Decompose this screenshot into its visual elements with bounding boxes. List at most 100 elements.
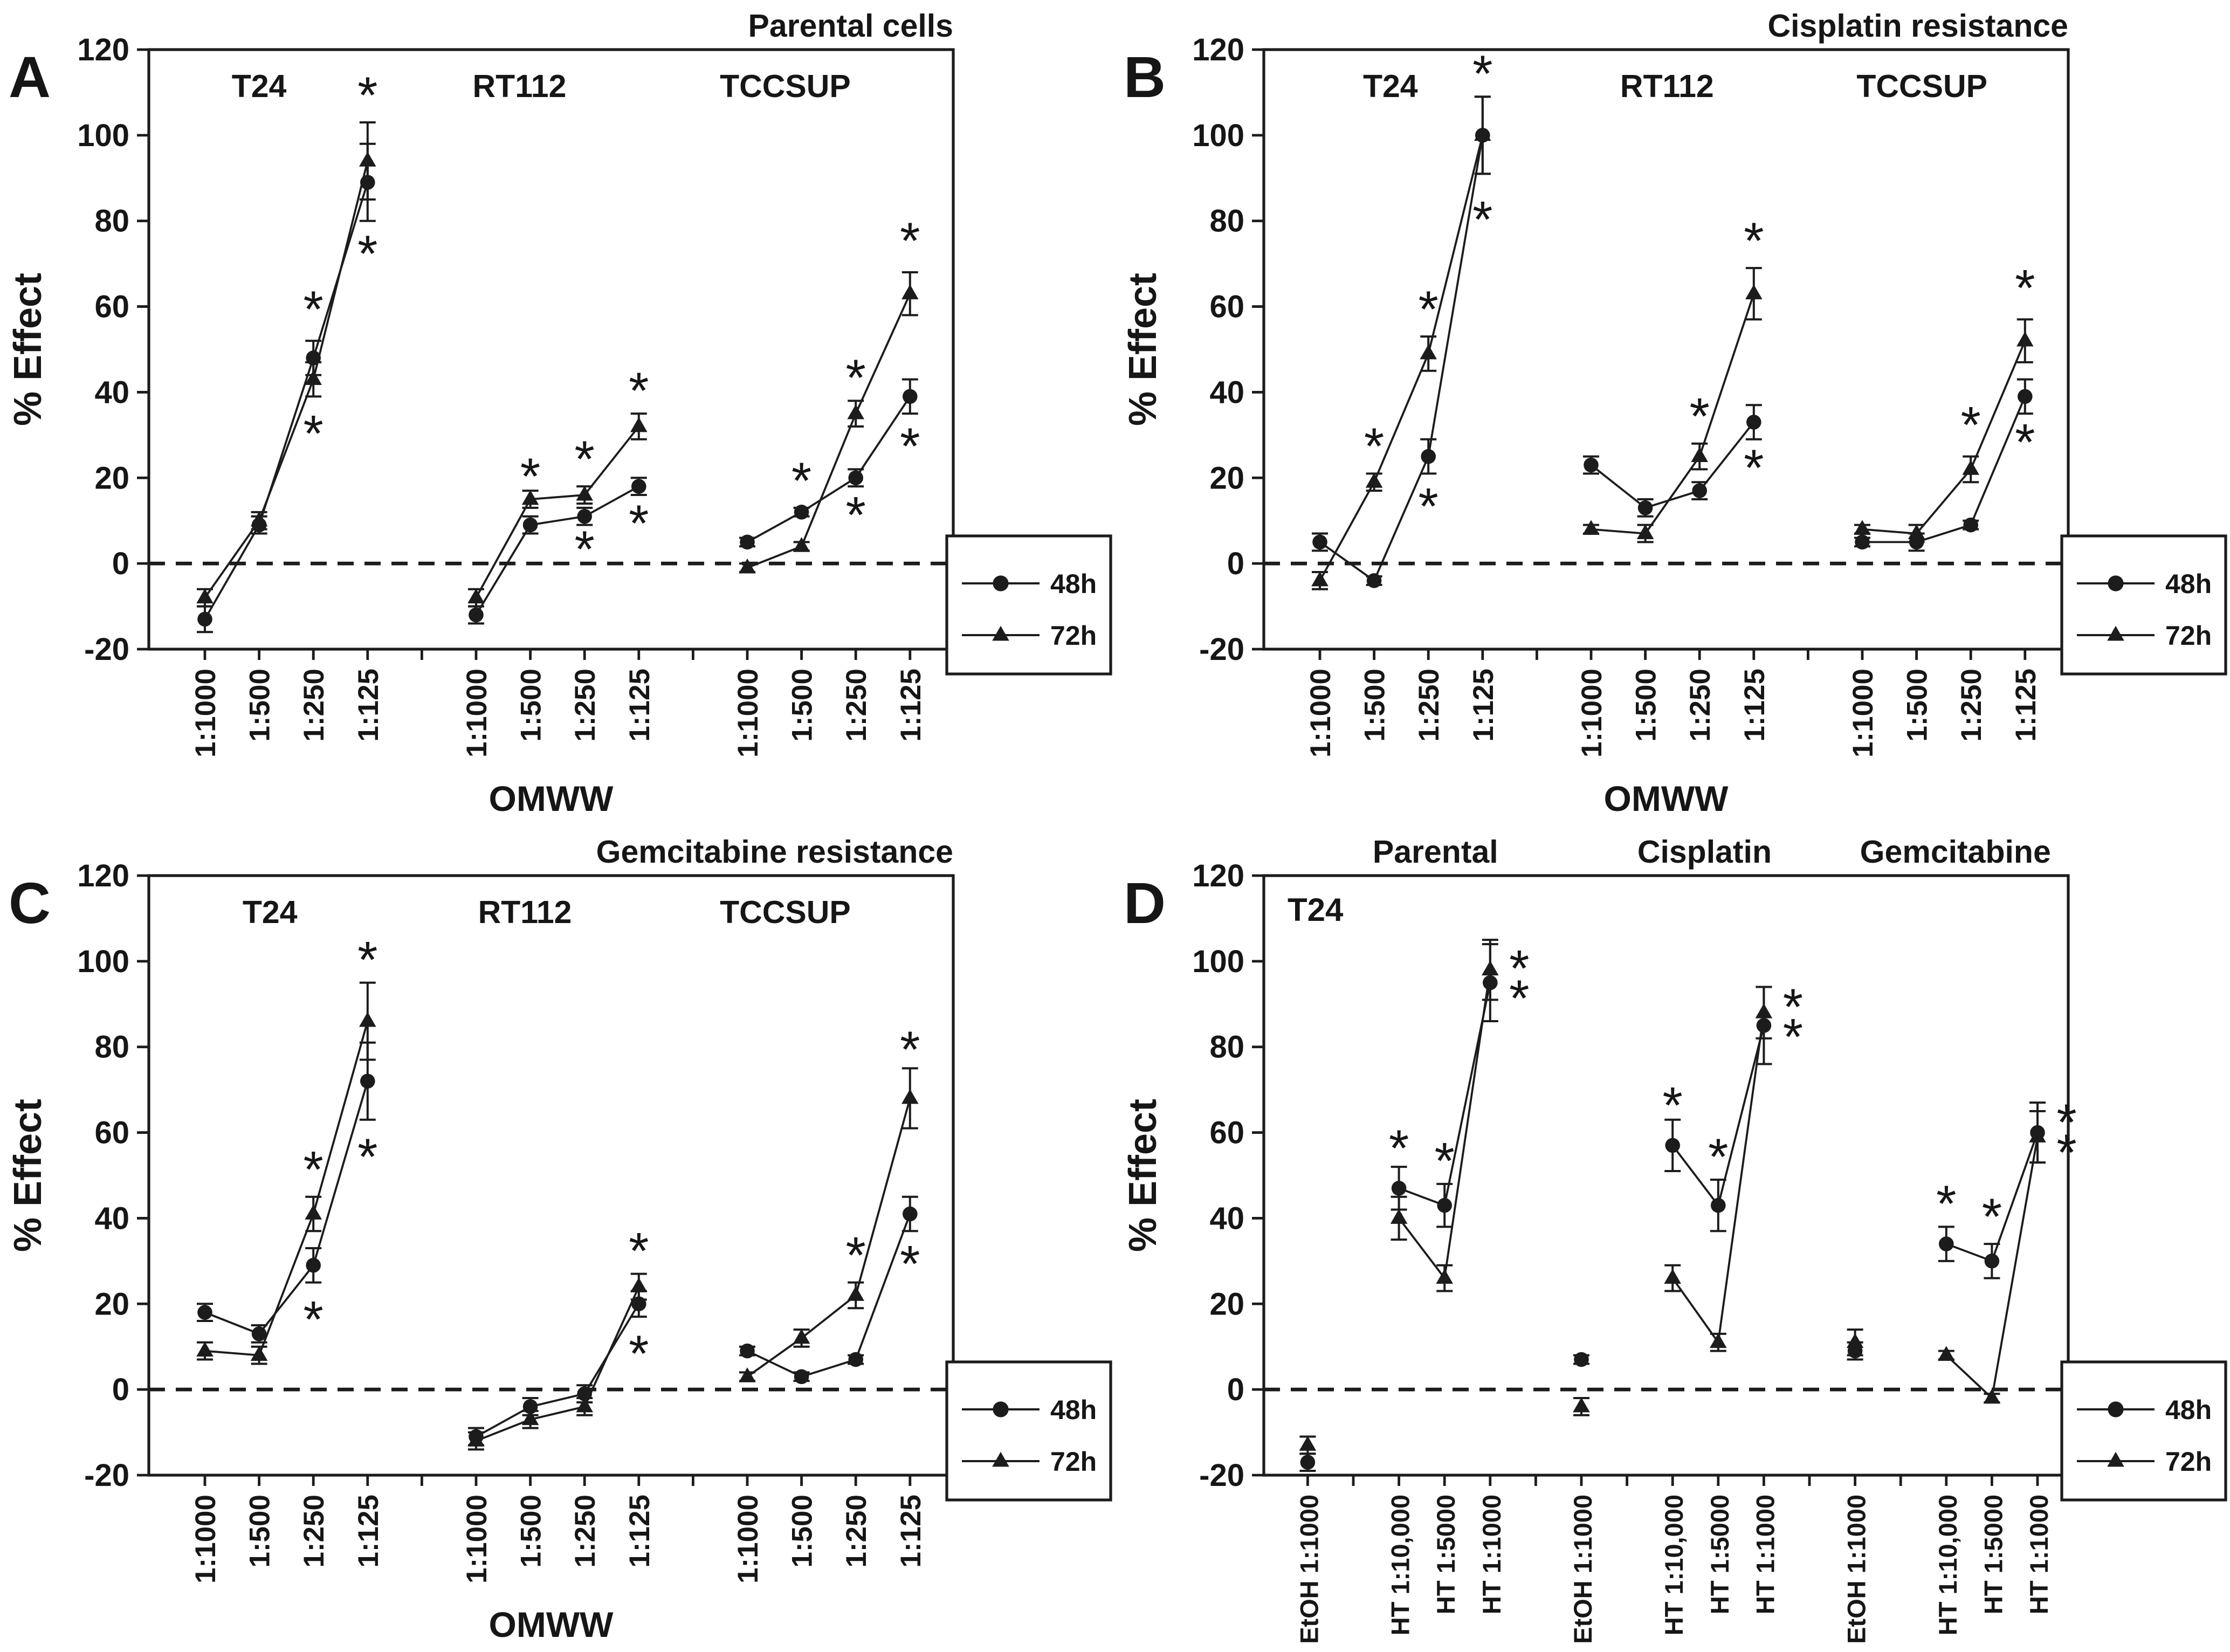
x-tick-label: 1:125 bbox=[895, 669, 927, 742]
series-line bbox=[1862, 340, 2026, 535]
y-tick-label: 80 bbox=[1209, 1030, 1244, 1065]
group-label: RT112 bbox=[473, 68, 567, 104]
data-point-marker-circle bbox=[1711, 1197, 1726, 1213]
group-rt112: ** bbox=[467, 1222, 649, 1451]
group-gemcitabine: * *** bbox=[1846, 1094, 2077, 1404]
legend-item-label: 48h bbox=[1050, 1395, 1097, 1425]
x-tick-label: 1:500 bbox=[787, 1495, 818, 1568]
series-48h bbox=[739, 378, 918, 550]
legend-item-label: 48h bbox=[1050, 569, 1097, 599]
significance-star: * bbox=[1364, 418, 1384, 476]
x-axis-title: OMWW bbox=[1604, 779, 1729, 818]
data-point-marker-triangle bbox=[359, 1011, 376, 1027]
y-tick-label: 20 bbox=[94, 460, 129, 495]
series-line bbox=[1590, 421, 1755, 509]
group-tccsup: * * * bbox=[739, 1021, 920, 1385]
significance-star: * bbox=[1744, 212, 1764, 270]
group-label: Parental bbox=[1373, 834, 1498, 870]
data-point-marker-triangle bbox=[1846, 1333, 1864, 1348]
significance-star: * bbox=[357, 1128, 377, 1186]
significance-star: * bbox=[1663, 1077, 1683, 1134]
y-tick-label: 100 bbox=[1192, 118, 1244, 153]
significance-star: * bbox=[1472, 45, 1492, 103]
series-72h bbox=[467, 412, 648, 608]
y-tick-label: 100 bbox=[1192, 944, 1244, 979]
significance-star: * bbox=[900, 1021, 920, 1079]
group-label: T24 bbox=[243, 894, 298, 930]
group-label: Cisplatin bbox=[1637, 834, 1772, 870]
legend-box: 48h 72h bbox=[945, 534, 1112, 676]
panel-letter: D bbox=[1124, 870, 1166, 935]
series-72h bbox=[739, 271, 919, 574]
legend-box: 48h 72h bbox=[945, 1360, 1112, 1502]
legend-triangle-marker-icon bbox=[992, 1451, 1009, 1467]
significance-star: * bbox=[357, 931, 377, 989]
significance-star: * bbox=[1472, 191, 1492, 249]
data-point-marker-circle bbox=[1963, 517, 1978, 533]
series-line bbox=[476, 1286, 640, 1442]
data-point-marker-circle bbox=[1312, 534, 1327, 550]
data-point-marker-circle bbox=[1939, 1236, 1954, 1251]
y-tick-label: 60 bbox=[94, 290, 129, 325]
y-tick-label: 100 bbox=[77, 118, 129, 153]
series-48h bbox=[1583, 404, 1762, 518]
x-tick-label: 1:500 bbox=[1359, 669, 1391, 742]
significance-star: * bbox=[900, 418, 920, 476]
series-line bbox=[476, 1303, 640, 1438]
legend-item-label: 72h bbox=[1050, 621, 1097, 651]
panel-background bbox=[0, 0, 1115, 826]
data-point-marker-circle bbox=[1584, 457, 1599, 473]
data-point-marker-triangle bbox=[1745, 284, 1763, 300]
y-tick-label: 40 bbox=[1209, 1201, 1244, 1236]
legend-item-label: 48h bbox=[2165, 569, 2212, 599]
y-axis: 120 100 80 60 40 20 0 -20 bbox=[77, 858, 149, 1493]
data-point-marker-circle bbox=[306, 1258, 321, 1273]
y-tick-label: 60 bbox=[1209, 1116, 1244, 1151]
x-axis-title: OMWW bbox=[489, 1605, 614, 1644]
data-point-marker-circle bbox=[1483, 975, 1498, 990]
x-tick-label: 1:1000 bbox=[1847, 669, 1879, 758]
significance-star: * bbox=[846, 349, 866, 407]
data-point-marker-circle bbox=[631, 1296, 646, 1312]
data-point-marker-circle bbox=[740, 1343, 755, 1359]
data-point-marker-triangle bbox=[1573, 1397, 1590, 1413]
significance-star: * bbox=[2056, 1094, 2076, 1152]
group-label: TCCSUP bbox=[720, 68, 851, 104]
y-tick-label: 120 bbox=[77, 32, 129, 67]
significance-star: * bbox=[304, 1291, 324, 1348]
data-point-marker-triangle bbox=[630, 1277, 648, 1292]
x-tick-label: 1:1000 bbox=[1305, 669, 1337, 758]
significance-star: * bbox=[629, 495, 649, 553]
data-point-marker-triangle bbox=[1983, 1388, 2001, 1404]
data-point-marker-triangle bbox=[1436, 1269, 1453, 1284]
data-point-marker-circle bbox=[903, 389, 918, 404]
data-point-marker-circle bbox=[631, 479, 646, 494]
y-tick-label: 60 bbox=[1209, 290, 1244, 325]
y-tick-label: 120 bbox=[1192, 858, 1244, 893]
legend-item-label: 72h bbox=[2165, 621, 2212, 651]
data-point-marker-circle bbox=[794, 505, 809, 520]
panel-title: Gemcitabine resistance bbox=[596, 834, 953, 870]
x-tick-label: 1:125 bbox=[1739, 669, 1771, 742]
data-point-marker-triangle bbox=[1390, 1209, 1408, 1224]
data-point-marker-circle bbox=[1637, 500, 1653, 515]
x-tick-label: 1:125 bbox=[353, 1495, 384, 1568]
y-axis-title: % Effect bbox=[6, 1099, 50, 1252]
significance-star: * bbox=[1419, 281, 1439, 339]
data-point-marker-triangle bbox=[196, 588, 214, 604]
data-point-marker-circle bbox=[1300, 1455, 1316, 1470]
data-point-marker-triangle bbox=[847, 404, 864, 419]
significance-star: * bbox=[629, 1325, 649, 1383]
data-point-marker-circle bbox=[1421, 449, 1436, 464]
data-point-marker-triangle bbox=[847, 1286, 864, 1301]
group-t24: * * * * * bbox=[1311, 45, 1492, 590]
y-tick-label: 20 bbox=[1209, 460, 1244, 495]
data-point-marker-triangle bbox=[1664, 1269, 1681, 1284]
y-tick-label: 60 bbox=[94, 1116, 129, 1151]
series-line bbox=[747, 293, 911, 569]
data-point-marker-triangle bbox=[576, 1397, 593, 1413]
x-tick-label: 1:250 bbox=[298, 1495, 330, 1568]
legend-box: 48h 72h bbox=[2060, 534, 2227, 676]
